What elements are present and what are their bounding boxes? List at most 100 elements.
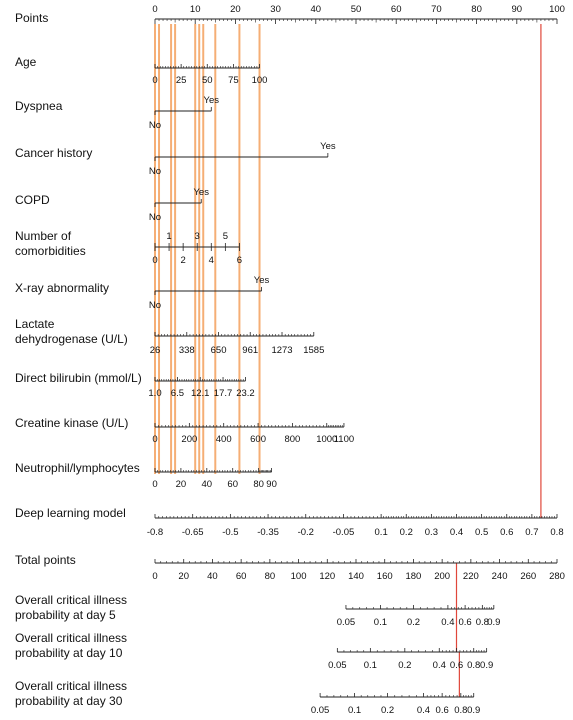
comorbidities-label: comorbidities [15, 244, 86, 258]
ck-tick-label: 400 [216, 434, 232, 445]
age-tick-label: 75 [228, 75, 239, 86]
comorb-tick-label-above: 3 [195, 231, 200, 242]
deep-learning-model-label: Deep learning model [15, 506, 126, 520]
xray-level-yes: Yes [254, 275, 270, 286]
dl-tick-label: 0.1 [375, 527, 388, 538]
probability-tick-label: 0.1 [348, 705, 361, 716]
comorb-tick-label-above: 1 [166, 231, 171, 242]
dl-tick-label: 0.4 [450, 527, 463, 538]
points-axis-tick-label: 10 [190, 4, 201, 15]
probability-day-10-label: Overall critical illness [15, 631, 127, 645]
copd-level-no: No [149, 212, 161, 223]
points-axis-tick-label: 90 [512, 4, 523, 15]
dyspnea-label: Dyspnea [15, 99, 63, 113]
nlr-tick-label: 60 [227, 479, 238, 490]
dl-tick-label: 0.2 [400, 527, 413, 538]
probability-tick-label: 0.6 [450, 660, 463, 671]
points-axis-label: Points [15, 11, 48, 25]
comorb-tick-label-below: 2 [180, 255, 185, 266]
ck-tick-label: 0 [152, 434, 157, 445]
direct-bilirubin-label: Direct bilirubin (mmol/L) [15, 371, 142, 385]
total-points-tick-label: 20 [178, 571, 189, 582]
ck-tick-label: 1100 [334, 434, 354, 445]
neutrophil-lymphocytes-label: Neutrophil/lymphocytes [15, 461, 140, 475]
probability-tick-label: 0.8 [454, 705, 467, 716]
points-axis-tick-label: 30 [270, 4, 281, 15]
probability-tick-label: 0.6 [436, 705, 449, 716]
probability-tick-label: 0.05 [311, 705, 330, 716]
dl-tick-label: 0.7 [525, 527, 538, 538]
points-axis-tick-label: 0 [152, 4, 157, 15]
age-tick-label: 50 [202, 75, 213, 86]
points-axis-tick-label: 80 [471, 4, 482, 15]
ck-tick-label: 1000 [316, 434, 337, 445]
dl-tick-label: -0.35 [257, 527, 279, 538]
points-axis-tick-label: 60 [391, 4, 402, 15]
comorb-tick-label-below: 4 [209, 255, 214, 266]
nlr-tick-label: 90 [266, 479, 277, 490]
points-axis-tick-label: 70 [431, 4, 442, 15]
points-axis-tick-label: 40 [311, 4, 322, 15]
dyspnea-level-no: No [149, 120, 161, 131]
total-points-tick-label: 280 [549, 571, 565, 582]
probability-tick-label: 0.1 [374, 617, 387, 628]
comorb-tick-label-above: 5 [223, 231, 228, 242]
bili-tick-label: 12.1 [191, 388, 210, 399]
total-points-tick-label: 200 [434, 571, 450, 582]
dl-tick-label: 0.5 [475, 527, 488, 538]
comorb-tick-label-below: 6 [237, 255, 242, 266]
total-points-tick-label: 180 [405, 571, 421, 582]
dl-tick-label: -0.05 [333, 527, 355, 538]
age-tick-label: 0 [152, 75, 157, 86]
points-axis-tick-label: 50 [351, 4, 362, 15]
bili-tick-label: 6.5 [171, 388, 184, 399]
nlr-tick-label: 20 [176, 479, 187, 490]
age-label: Age [15, 55, 37, 69]
dl-tick-label: 0.6 [500, 527, 513, 538]
dl-tick-label: -0.65 [182, 527, 204, 538]
ck-tick-label: 600 [250, 434, 266, 445]
probability-tick-label: 0.4 [441, 617, 454, 628]
cancer-history-label: Cancer history [15, 146, 92, 160]
cancer-level-no: No [149, 166, 161, 177]
ck-tick-label: 800 [284, 434, 300, 445]
ldh-tick-label: 338 [179, 345, 195, 356]
total-points-tick-label: 220 [463, 571, 479, 582]
probability-day-5-label: probability at day 5 [15, 608, 116, 622]
dl-tick-label: 0.3 [425, 527, 438, 538]
xray-abnormality-label: X-ray abnormality [15, 281, 109, 295]
ldh-tick-label: 26 [150, 345, 161, 356]
comorb-tick-label-below: 0 [152, 255, 157, 266]
probability-tick-label: 0.4 [433, 660, 446, 671]
dl-tick-label: -0.5 [222, 527, 238, 538]
dl-tick-label: -0.8 [147, 527, 163, 538]
total-points-tick-label: 80 [265, 571, 276, 582]
probability-tick-label: 0.9 [487, 617, 500, 628]
ldh-tick-label: 961 [242, 345, 258, 356]
probability-tick-label: 0.05 [328, 660, 347, 671]
probability-tick-label: 0.1 [364, 660, 377, 671]
probability-tick-label: 0.4 [417, 705, 430, 716]
total-points-tick-label: 160 [377, 571, 393, 582]
lactate-dehydrogenase-label: dehydrogenase (U/L) [15, 332, 128, 346]
probability-day-10-label: probability at day 10 [15, 646, 123, 660]
bili-tick-label: 1.0 [148, 388, 161, 399]
bili-tick-label: 17.7 [214, 388, 233, 399]
probability-tick-label: 0.2 [381, 705, 394, 716]
bili-tick-label: 23.2 [236, 388, 255, 399]
probability-tick-label: 0.9 [480, 660, 493, 671]
ldh-tick-label: 1585 [303, 345, 324, 356]
probability-tick-label: 0.2 [407, 617, 420, 628]
probability-day-30-label: Overall critical illness [15, 679, 127, 693]
probability-day-5-label: Overall critical illness [15, 593, 127, 607]
probability-tick-label: 0.2 [398, 660, 411, 671]
ldh-tick-label: 1273 [271, 345, 292, 356]
xray-level-no: No [149, 300, 161, 311]
ck-tick-label: 200 [181, 434, 197, 445]
creatine-kinase-label: Creatine kinase (U/L) [15, 416, 128, 430]
probability-tick-label: 0.8 [476, 617, 489, 628]
total-points-tick-label: 0 [152, 571, 157, 582]
points-axis-tick-label: 100 [549, 4, 565, 15]
dl-tick-label: 0.8 [550, 527, 563, 538]
